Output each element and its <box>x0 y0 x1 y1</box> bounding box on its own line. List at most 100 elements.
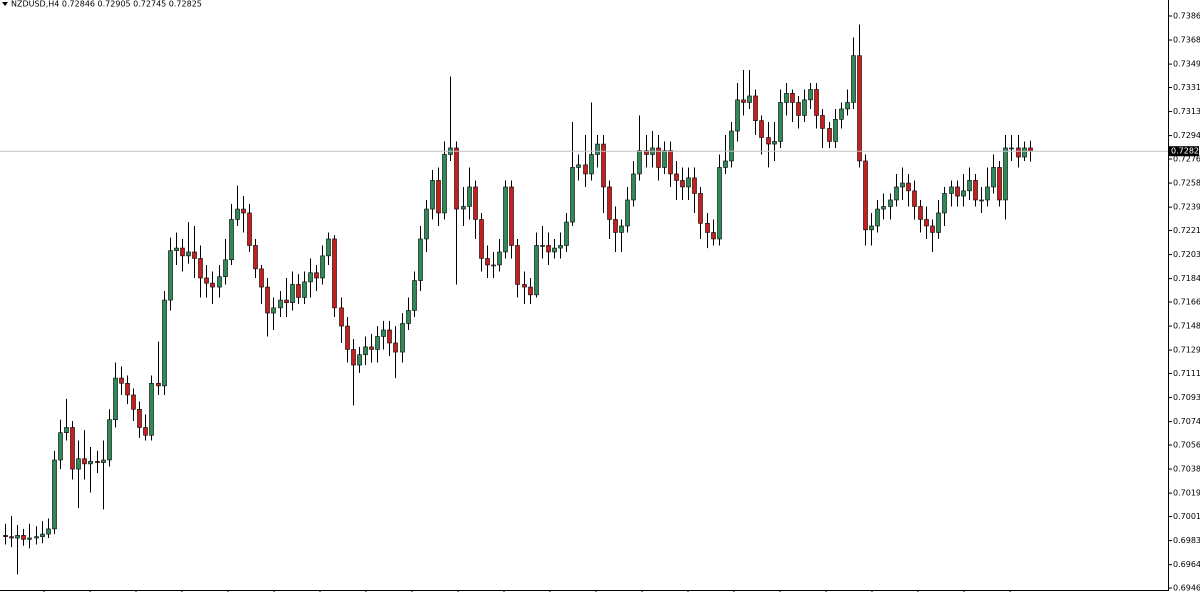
candle-body <box>601 143 606 188</box>
candle-body <box>1003 147 1008 201</box>
candle-body <box>552 247 557 253</box>
candle-body <box>613 219 618 233</box>
candle-body <box>558 245 563 249</box>
y-tick-label: 0.72765 <box>1173 155 1200 164</box>
candle-body <box>265 286 270 314</box>
candle-body <box>229 219 234 261</box>
candle-body <box>400 323 405 353</box>
candle-body <box>973 180 978 201</box>
candle-body <box>412 280 417 311</box>
candle-body <box>82 458 87 465</box>
candle-body <box>308 272 313 283</box>
candle-body <box>302 281 307 298</box>
candle-body <box>314 272 319 279</box>
candle-body <box>27 537 32 540</box>
y-tick-label: 0.71295 <box>1173 346 1200 355</box>
candle-body <box>278 299 283 309</box>
candle-body <box>497 251 502 266</box>
candle-body <box>217 276 222 288</box>
candle-body <box>534 245 539 296</box>
y-tick-label: 0.72395 <box>1173 203 1200 212</box>
candle-body <box>339 307 344 327</box>
candle-body <box>759 120 764 138</box>
candle-body <box>888 199 893 207</box>
candle-body <box>485 258 490 266</box>
candle-body <box>387 329 392 344</box>
candle-body <box>778 102 783 142</box>
candle-body <box>351 349 356 366</box>
candle-body <box>796 102 801 116</box>
candle-body <box>357 354 362 366</box>
candle-body <box>503 186 508 253</box>
candle-body <box>857 55 862 162</box>
candle-body <box>839 108 844 120</box>
y-tick-label: 0.70565 <box>1173 441 1200 450</box>
candle-body <box>820 115 825 129</box>
menu-triangle[interactable] <box>2 2 8 6</box>
candle-body <box>735 99 740 132</box>
candle-body <box>875 208 880 227</box>
candle-body <box>271 307 276 314</box>
candle-body <box>156 382 161 387</box>
current-price-label: 0.72825 <box>1171 147 1200 156</box>
chart-title: NZDUSD,H4 0.72846 0.72905 0.72745 0.7282… <box>11 0 202 9</box>
candle-body <box>436 180 441 214</box>
candle-body <box>997 167 1002 201</box>
candle-body <box>345 325 350 350</box>
candle-body <box>235 208 240 220</box>
candle-body <box>320 255 325 279</box>
candle-body <box>644 150 649 155</box>
candle-body <box>790 93 795 103</box>
candle-body <box>34 536 39 539</box>
candle-body <box>454 147 459 210</box>
candle-body <box>583 164 588 175</box>
candle-body <box>119 377 124 384</box>
candle-body <box>906 182 911 192</box>
plot-area <box>3 24 1033 575</box>
candle-body <box>595 143 600 155</box>
candle-body <box>101 459 106 463</box>
candle-body <box>680 180 685 188</box>
candle-body <box>528 286 533 296</box>
candle-body <box>253 245 258 270</box>
candle-body <box>143 427 148 436</box>
candle-body <box>833 119 838 142</box>
candle-body <box>711 232 716 240</box>
candle-body <box>717 167 722 240</box>
candle-body <box>692 177 697 194</box>
candle-body <box>174 247 179 251</box>
candle-body <box>210 282 215 288</box>
candle-body <box>186 251 191 257</box>
candle-body <box>814 89 819 116</box>
candle-body <box>631 173 636 201</box>
candle-body <box>479 219 484 259</box>
candle-body <box>827 128 832 142</box>
y-tick-label: 0.73315 <box>1173 83 1200 92</box>
candle-body <box>698 193 703 224</box>
y-tick-label: 0.72945 <box>1173 131 1200 140</box>
candle-body <box>125 382 130 396</box>
candle-body <box>418 238 423 281</box>
candle-body <box>424 208 429 240</box>
candle-body <box>955 186 960 197</box>
candle-body <box>607 186 612 220</box>
y-tick-label: 0.70745 <box>1173 417 1200 426</box>
y-tick-label: 0.72215 <box>1173 226 1200 235</box>
candle-body <box>326 238 331 257</box>
candle-body <box>363 346 368 355</box>
candle-body <box>467 186 472 207</box>
candle-body <box>662 150 667 168</box>
candle-body <box>869 225 874 231</box>
candle-body <box>52 459 57 530</box>
y-tick-label: 0.69465 <box>1173 584 1200 592</box>
candle-body <box>918 206 923 220</box>
candle-body <box>784 93 789 103</box>
candle-body <box>625 199 630 227</box>
candle-body <box>1022 147 1027 158</box>
candle-body <box>21 535 26 540</box>
candle-body <box>131 394 136 410</box>
